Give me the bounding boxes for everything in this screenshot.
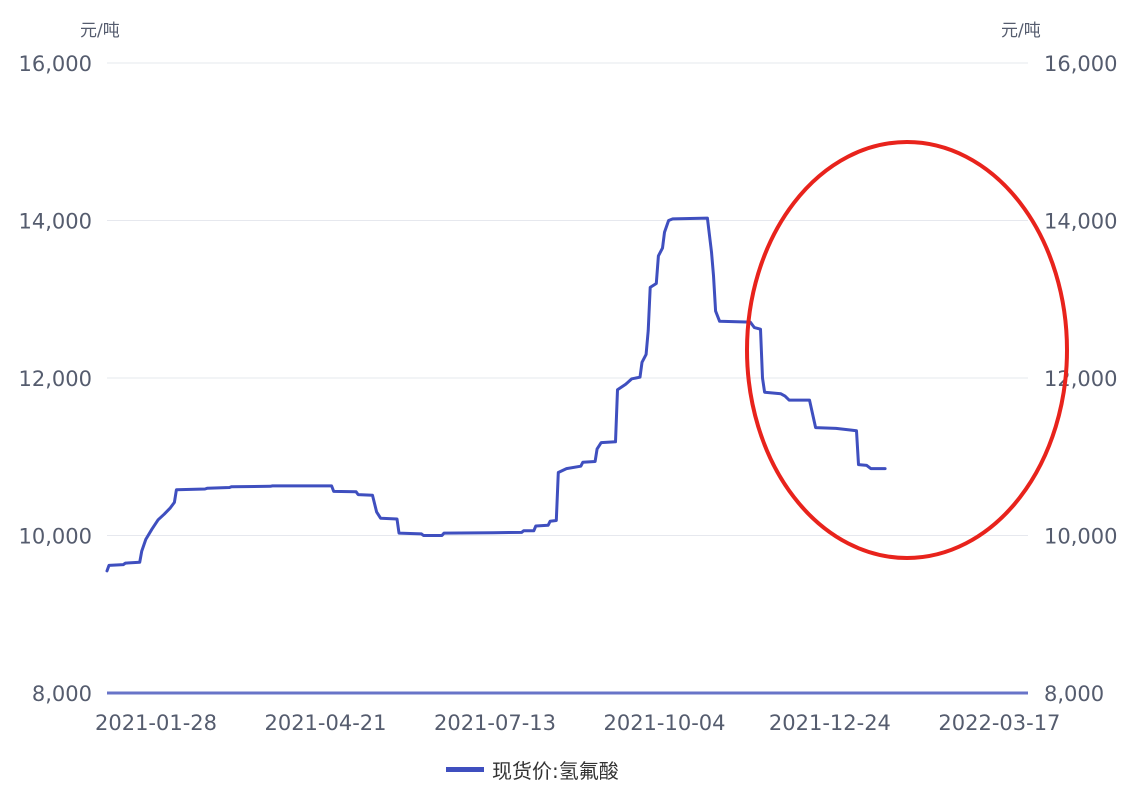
y-tick-label-left: 16,000 xyxy=(19,52,92,76)
legend-swatch xyxy=(446,767,484,772)
y-axis-left: 8,000 10,000 12,000 14,000 16,000 xyxy=(19,52,92,706)
y-tick-label-right: 10,000 xyxy=(1044,525,1117,549)
highlight-ellipse xyxy=(745,140,1069,560)
y-tick-label-left: 8,000 xyxy=(32,682,92,706)
x-tick-label: 2021-01-28 xyxy=(95,711,217,735)
y-axis-unit-right: 元/吨 xyxy=(1001,21,1041,41)
gridlines xyxy=(107,62,1028,536)
legend: 现货价:氢氟酸 xyxy=(446,759,619,783)
y-tick-label-right: 12,000 xyxy=(1044,367,1117,391)
series-line xyxy=(105,216,887,573)
y-tick-label-left: 14,000 xyxy=(19,210,92,234)
x-tick-label: 2021-12-24 xyxy=(769,711,891,735)
x-tick-label: 2021-10-04 xyxy=(603,711,725,735)
y-axis-right: 8,000 10,000 12,000 14,000 16,000 xyxy=(1044,52,1117,706)
y-tick-label-right: 14,000 xyxy=(1044,210,1117,234)
x-tick-label: 2021-07-13 xyxy=(434,711,556,735)
x-tick-label: 2022-03-17 xyxy=(938,711,1060,735)
x-tick-label: 2021-04-21 xyxy=(264,711,386,735)
y-axis-unit-left: 元/吨 xyxy=(80,21,120,41)
series-group xyxy=(105,216,887,573)
y-tick-label-left: 12,000 xyxy=(19,367,92,391)
y-tick-label-right: 16,000 xyxy=(1044,52,1117,76)
x-axis: 2021-01-28 2021-04-21 2021-07-13 2021-10-04… xyxy=(95,711,1060,735)
legend-label: 现货价:氢氟酸 xyxy=(492,759,619,783)
y-tick-label-right: 8,000 xyxy=(1044,682,1104,706)
y-tick-label-left: 10,000 xyxy=(19,525,92,549)
